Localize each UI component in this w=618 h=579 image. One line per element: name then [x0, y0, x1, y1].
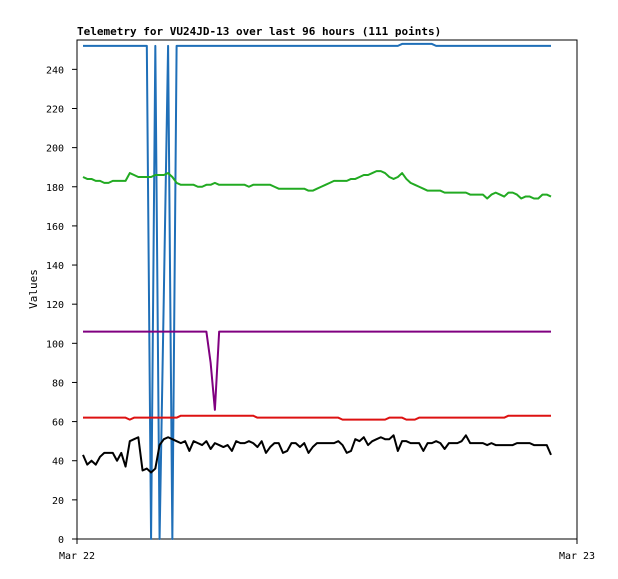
y-tick-label: 0: [58, 535, 64, 546]
series-line-1: [82, 170, 552, 200]
y-tick-label: 220: [46, 104, 64, 115]
x-tick-label: Mar 22: [59, 551, 95, 562]
y-tick-label: 40: [52, 457, 64, 468]
series-lines: [82, 42, 552, 540]
y-tick-label: 200: [46, 144, 64, 155]
series-line-3: [83, 414, 551, 421]
y-tick-label: 140: [46, 261, 64, 272]
y-axis-label: Values: [27, 269, 40, 309]
y-tick-label: 120: [46, 300, 64, 311]
y-axis-ticks: 0 20 40 60 80 100 120 140 160 180 200 220 240: [46, 65, 77, 546]
x-axis-ticks: Mar 22 Mar 23: [59, 539, 595, 562]
y-tick-label: 160: [46, 222, 64, 233]
series-line-2: [83, 330, 551, 411]
y-tick-label: 180: [46, 183, 64, 194]
y-tick-label: 60: [52, 418, 64, 429]
series-line-0: [83, 42, 551, 540]
x-tick-label: Mar 23: [559, 551, 595, 562]
plot-area: [76, 39, 578, 540]
chart-title: Telemetry for VU24JD-13 over last 96 hou…: [77, 25, 441, 38]
series-line-4: [82, 434, 552, 474]
y-tick-label: 80: [52, 378, 64, 389]
y-tick-label: 240: [46, 65, 64, 76]
y-tick-label: 20: [52, 496, 64, 507]
y-tick-label: 100: [46, 339, 64, 350]
